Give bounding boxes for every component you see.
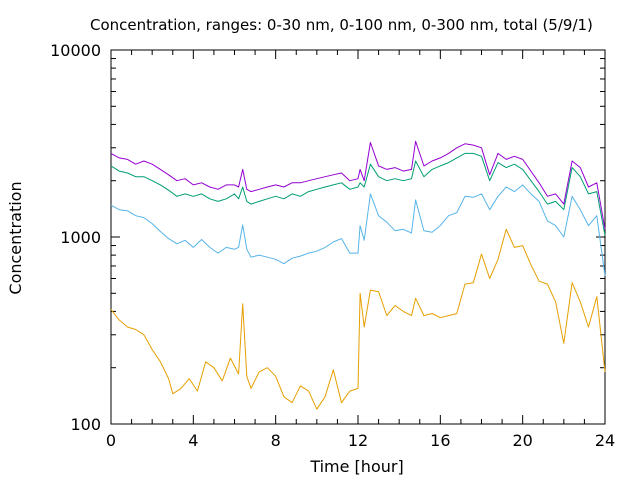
x-tick-label: 24: [595, 431, 615, 450]
series-line-3: [110, 152, 606, 236]
x-axis-ticks: 0 4 8 12 16 20 24: [106, 50, 615, 450]
y-axis-label: Concentration: [6, 181, 25, 294]
x-tick-label: 0: [106, 431, 116, 450]
series-line-4: [110, 140, 606, 230]
x-axis-label: Time [hour]: [309, 457, 403, 476]
series-layer: [110, 140, 606, 410]
y-tick-label: 100: [70, 415, 101, 434]
x-tick-label: 8: [271, 431, 281, 450]
x-tick-label: 20: [512, 431, 532, 450]
y-tick-label: 10000: [50, 41, 101, 60]
x-tick-label: 16: [430, 431, 450, 450]
chart-title: Concentration, ranges: 0-30 nm, 0-100 nm…: [90, 16, 593, 34]
x-tick-label: 12: [348, 431, 368, 450]
y-axis-ticks: 100 1000 10000: [50, 41, 605, 434]
y-tick-label: 1000: [60, 228, 101, 247]
x-tick-label: 4: [188, 431, 198, 450]
series-line-2: [110, 184, 606, 276]
series-line-1: [110, 228, 606, 410]
